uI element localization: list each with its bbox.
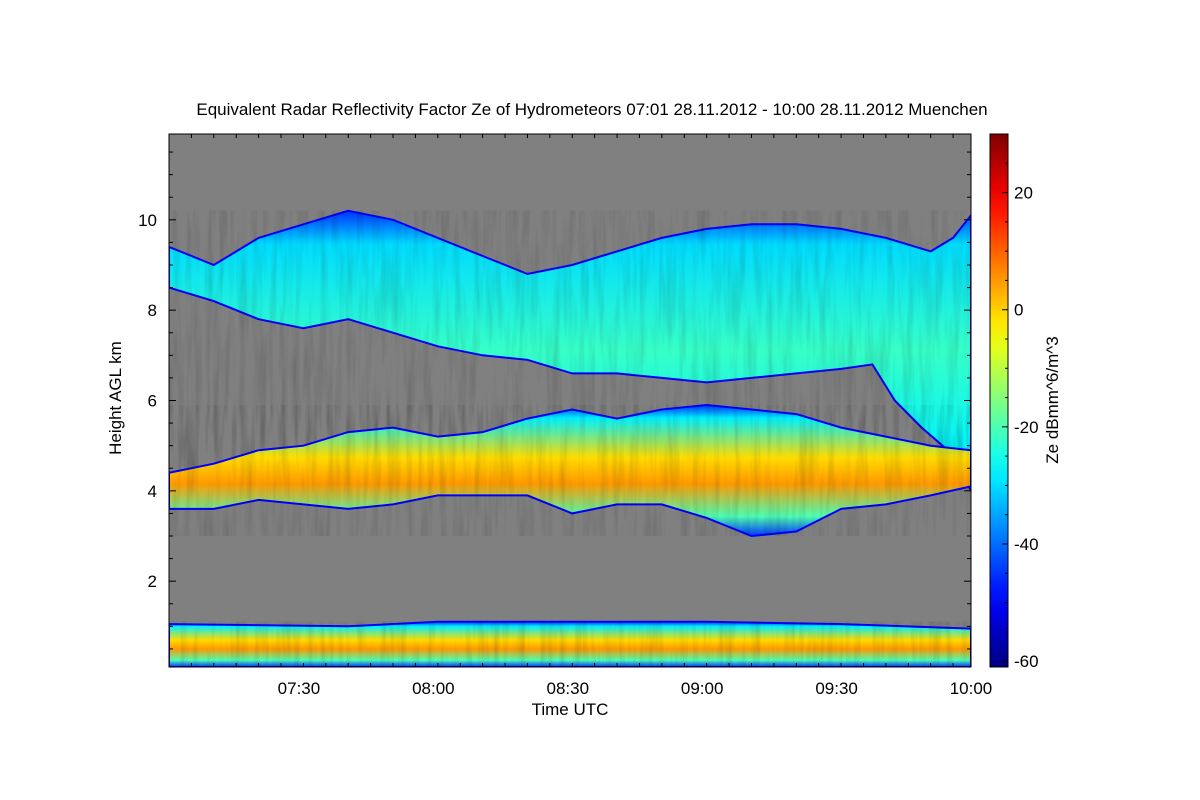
echo-layer bbox=[169, 403, 971, 538]
colorbar-tick-label: 20 bbox=[1014, 184, 1033, 203]
colorbar-tick-label: -40 bbox=[1014, 535, 1039, 554]
y-tick-label: 10 bbox=[138, 211, 157, 230]
x-tick-label: 09:00 bbox=[681, 679, 724, 698]
colorbar-tick-label: -20 bbox=[1014, 418, 1039, 437]
y-axis: 2 4 6 8 10 bbox=[138, 151, 971, 650]
y-tick-label: 6 bbox=[148, 392, 157, 411]
colorbar-tick-label: -60 bbox=[1014, 652, 1039, 671]
colorbar-label: Ze dBmm^6/m^3 bbox=[1043, 336, 1062, 463]
y-tick-label: 4 bbox=[148, 482, 157, 501]
colorbar-tick-label: 0 bbox=[1014, 301, 1023, 320]
plot-area: 07:30 08:00 08:30 09:00 09:30 10:00 2 4 6 8 10 bbox=[138, 133, 993, 698]
echo-texture bbox=[169, 210, 971, 491]
x-tick-label: 08:30 bbox=[546, 679, 589, 698]
colorbar: 20 0 -20 -40 -60 bbox=[989, 133, 1039, 671]
echo-texture bbox=[169, 405, 971, 536]
echo-layer bbox=[169, 620, 971, 667]
y-tick-label: 2 bbox=[148, 572, 157, 591]
chart-title: Equivalent Radar Reflectivity Factor Ze … bbox=[196, 100, 987, 119]
colorbar-gradient bbox=[989, 133, 1009, 668]
x-tick-label: 10:00 bbox=[950, 679, 993, 698]
x-axis: 07:30 08:00 08:30 09:00 09:30 10:00 bbox=[168, 134, 993, 698]
y-axis-label: Height AGL km bbox=[106, 341, 125, 455]
no-echo-background bbox=[169, 134, 971, 667]
colorbar-ticks: 20 0 -20 -40 -60 bbox=[1002, 133, 1039, 671]
x-tick-label: 09:30 bbox=[815, 679, 858, 698]
x-tick-label: 08:00 bbox=[412, 679, 455, 698]
x-tick-label: 07:30 bbox=[278, 679, 321, 698]
y-tick-label: 8 bbox=[148, 301, 157, 320]
echo-texture bbox=[169, 621, 971, 667]
x-axis-label: Time UTC bbox=[532, 700, 609, 719]
